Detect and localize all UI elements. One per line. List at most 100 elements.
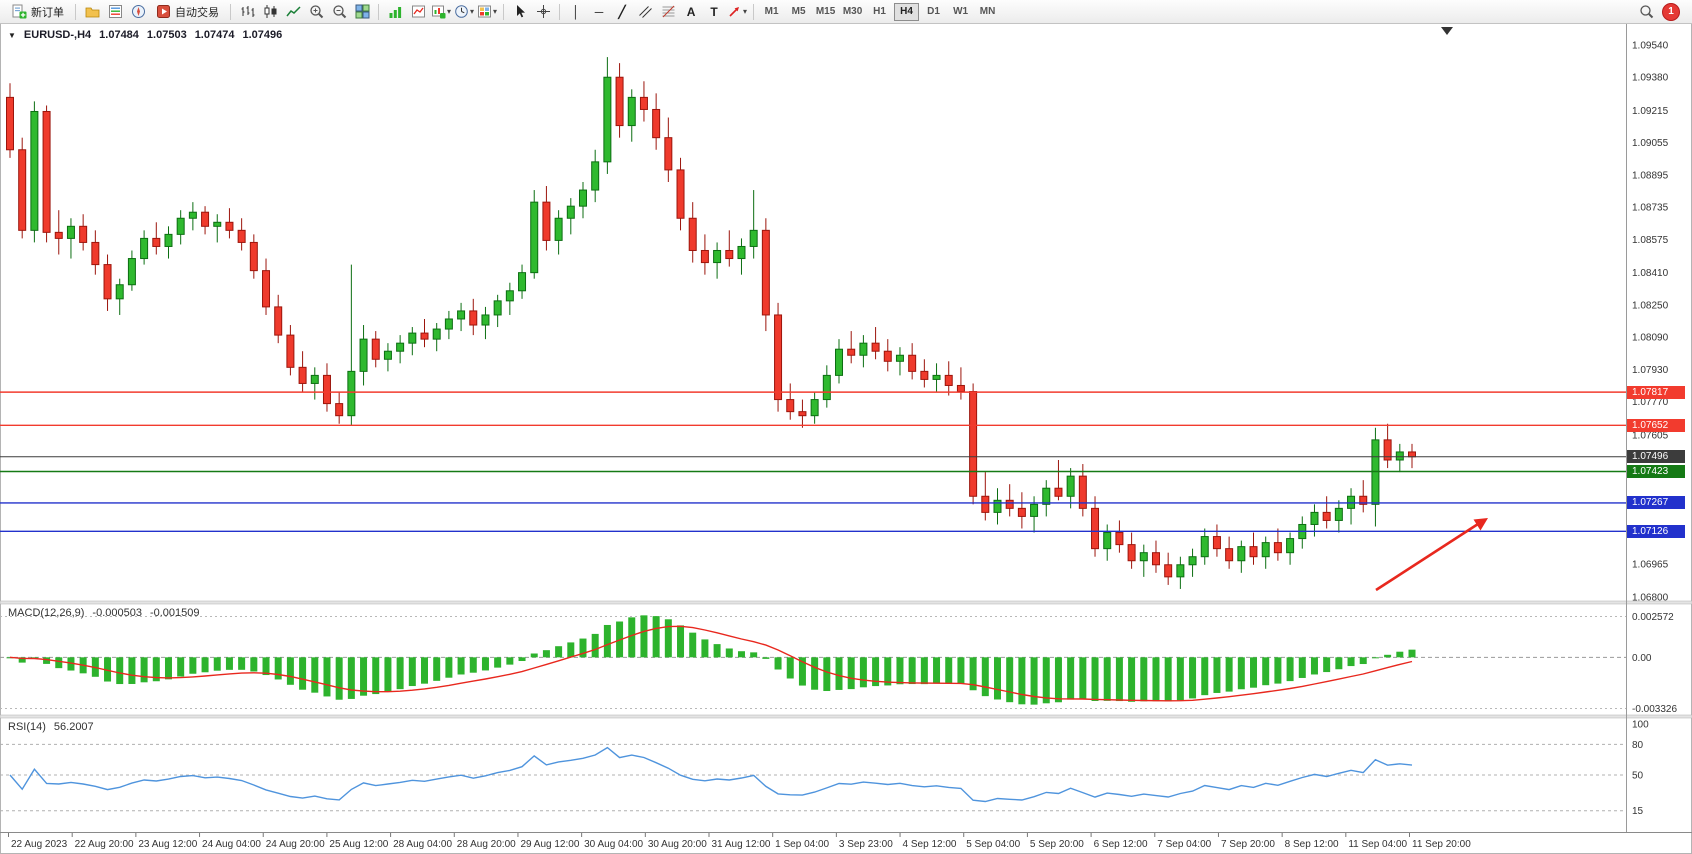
macd-name: MACD(12,26,9) <box>8 607 85 619</box>
zoom-in-button[interactable] <box>305 2 327 22</box>
price-tag[interactable]: 1.07423 <box>1627 464 1685 478</box>
template-dropdown-button[interactable]: ▾ <box>476 2 498 22</box>
time-axis-label: 28 Aug 20:00 <box>457 839 516 850</box>
market-watch-button[interactable] <box>104 2 126 22</box>
text-tool-button[interactable]: A <box>680 2 702 22</box>
macd-axis-label: -0.003326 <box>1632 704 1677 715</box>
macd-histogram-bar <box>1164 657 1172 702</box>
candle-up <box>164 233 173 247</box>
price-axis-label: 1.09055 <box>1632 138 1669 149</box>
equidistant-channel-tool-button[interactable] <box>634 2 656 22</box>
time-axis-label: 28 Aug 04:00 <box>393 839 452 850</box>
price-axis-label: 1.08735 <box>1632 203 1669 214</box>
tile-windows-button[interactable] <box>351 2 373 22</box>
autotrading-button[interactable]: 自动交易 <box>150 2 225 22</box>
cursor-tool-button[interactable] <box>509 2 531 22</box>
fibonacci-icon <box>662 5 675 18</box>
timeframe-D1[interactable]: D1 <box>927 6 940 17</box>
line-chart-icon <box>285 6 301 17</box>
price-tag[interactable]: 1.07126 <box>1627 524 1685 538</box>
macd-histogram-bar <box>933 657 941 684</box>
macd-histogram-bar <box>981 657 989 697</box>
price-tag[interactable]: 1.07496 <box>1627 450 1685 464</box>
timeframe-M5[interactable]: M5 <box>791 6 806 17</box>
zoom-out-button[interactable] <box>328 2 350 22</box>
macd-histogram-bar <box>798 657 806 686</box>
line-chart-button[interactable] <box>282 2 304 22</box>
macd-histogram-bar <box>1347 657 1355 667</box>
macd-histogram-bar <box>701 639 709 658</box>
vertical-line-tool-button[interactable]: │ <box>565 2 587 22</box>
macd-histogram-bar <box>18 657 26 663</box>
timeframe-M1[interactable]: M1 <box>764 6 779 17</box>
red-arrow-head <box>1473 518 1488 531</box>
period-dropdown-button[interactable]: ▾ <box>453 2 475 22</box>
candle-down <box>920 370 929 380</box>
price-tag[interactable]: 1.07817 <box>1627 385 1685 399</box>
candle-down <box>79 225 88 243</box>
macd-histogram-bar <box>335 657 343 700</box>
chart-macd-splitter[interactable] <box>0 600 1692 605</box>
macd-histogram-bar <box>250 657 258 672</box>
navigator-button[interactable] <box>127 2 149 22</box>
timeframe-H4[interactable]: H4 <box>894 2 920 21</box>
candle-down <box>688 217 697 251</box>
notification-badge[interactable]: 1 <box>1662 2 1680 21</box>
timeframe-M15[interactable]: M15 <box>815 6 836 17</box>
zoom-in-icon <box>309 5 323 19</box>
price-tag[interactable]: 1.07267 <box>1627 496 1685 510</box>
candle-up <box>310 374 319 384</box>
candle-down <box>152 237 161 247</box>
arrows-tool-button[interactable]: ▾ <box>726 2 748 22</box>
candle-down <box>652 108 661 139</box>
indicator-list-button[interactable] <box>407 2 429 22</box>
macd-histogram-bar <box>1140 657 1148 702</box>
time-axis-label: 22 Aug 2023 <box>11 839 68 850</box>
macd-axis-label: 0.00 <box>1632 653 1652 664</box>
macd-histogram-bar <box>1225 657 1233 692</box>
macd-histogram-bar <box>1201 657 1209 696</box>
candle-up <box>566 205 575 219</box>
new-chart-button[interactable]: ▾ <box>430 2 452 22</box>
macd-rsi-splitter[interactable] <box>0 714 1692 719</box>
candle-down <box>798 411 807 417</box>
tile-windows-icon <box>355 4 369 19</box>
macd-histogram-bar <box>213 657 221 671</box>
price-tag[interactable]: 1.07652 <box>1627 418 1685 432</box>
candle-up <box>591 161 600 191</box>
red-arrow-line[interactable] <box>1375 522 1479 592</box>
timeframe-MN[interactable]: MN <box>979 6 996 17</box>
profiles-folder-icon <box>85 7 99 18</box>
candle-down <box>42 110 51 233</box>
profiles-button[interactable] <box>81 2 103 22</box>
quote-open: 1.07484 <box>99 29 139 41</box>
fibonacci-tool-button[interactable] <box>657 2 679 22</box>
search-button[interactable] <box>1635 2 1657 22</box>
bar-chart-button[interactable] <box>236 2 258 22</box>
candle-up <box>432 328 441 340</box>
toolbar-separator <box>559 3 561 20</box>
text-label-tool-button[interactable]: T <box>703 2 725 22</box>
new-order-button[interactable]: 新订单 <box>6 2 70 22</box>
indicators-button[interactable] <box>384 2 406 22</box>
crosshair-tool-button[interactable] <box>532 2 554 22</box>
chart-shift-marker-icon[interactable] <box>1441 27 1453 35</box>
macd-histogram-bar <box>1298 657 1306 678</box>
macd-histogram-bar <box>104 657 112 682</box>
macd-histogram-bar <box>628 617 636 658</box>
chart-title: ▼ EURUSD-,H4 1.07484 1.07503 1.07474 1.0… <box>8 29 282 41</box>
timeframe-H1[interactable]: H1 <box>873 6 886 17</box>
new-chart-icon <box>432 5 446 19</box>
candlestick-chart-button[interactable] <box>259 2 281 22</box>
macd-main-value: -0.000503 <box>92 607 142 619</box>
macd-histogram-bar <box>1152 657 1160 702</box>
macd-histogram-bar <box>1237 657 1245 690</box>
horizontal-line-tool-button[interactable]: ─ <box>588 2 610 22</box>
candle-up <box>993 499 1002 513</box>
candle-up <box>518 272 527 292</box>
timeframe-W1[interactable]: W1 <box>953 6 969 17</box>
trendline-tool-button[interactable]: ╱ <box>611 2 633 22</box>
timeframe-M30[interactable]: M30 <box>842 6 863 17</box>
macd-histogram-bar <box>1054 657 1062 703</box>
